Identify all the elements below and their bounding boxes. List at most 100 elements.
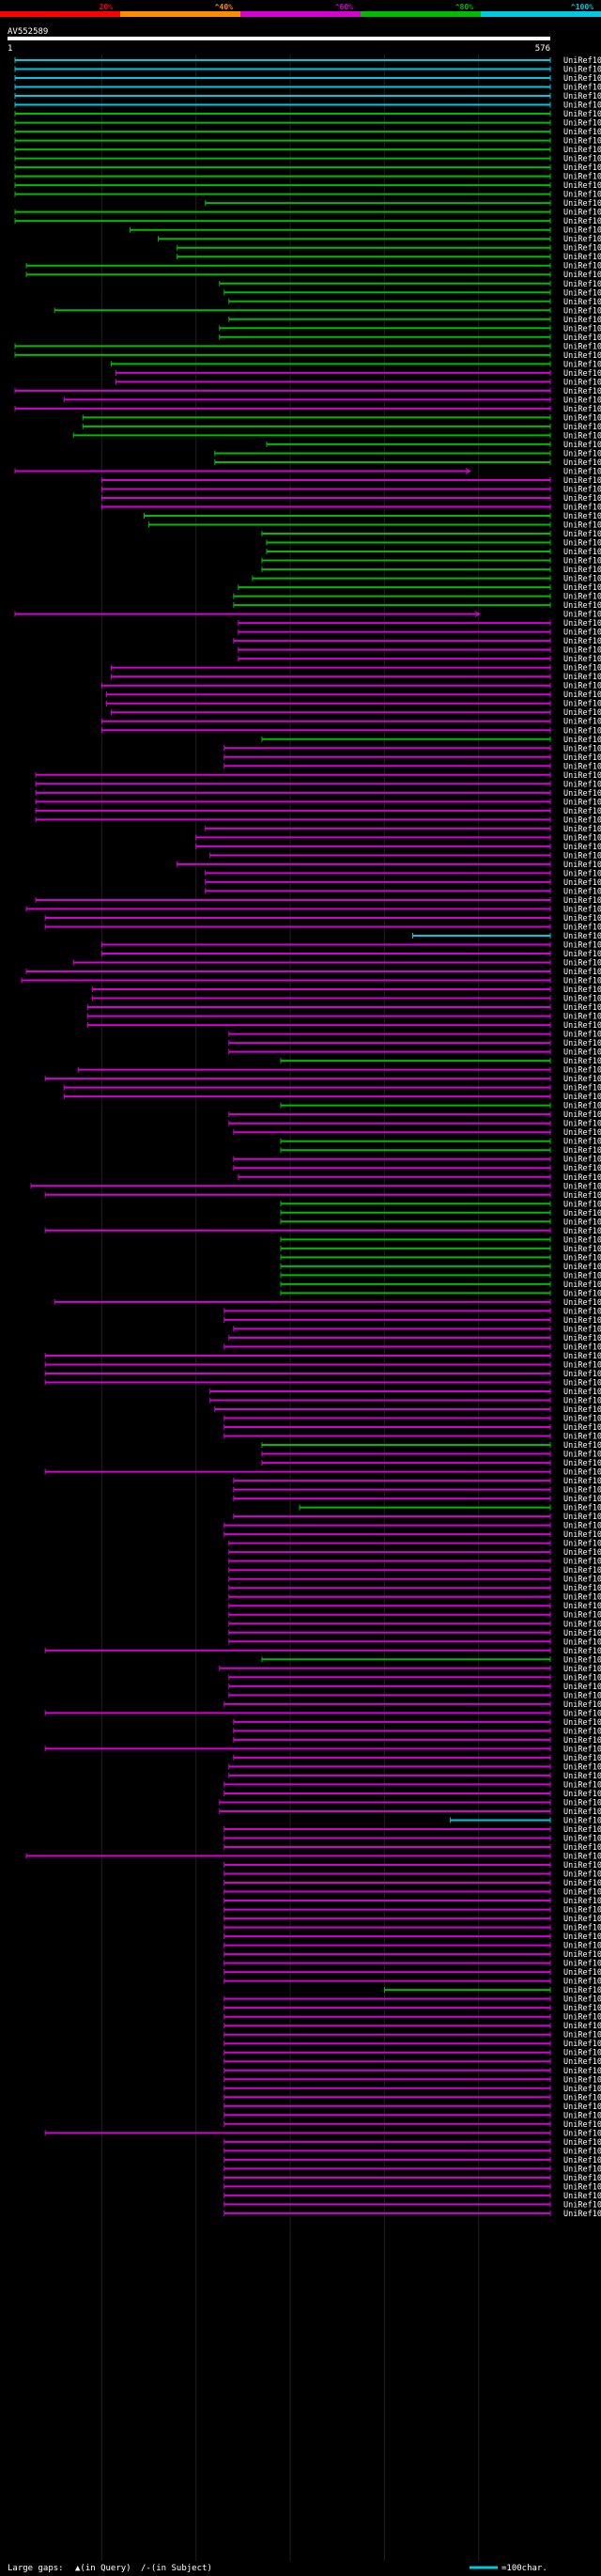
hit-label[interactable]: UniRef100_Q8LF14: [563, 413, 601, 423]
hit-label[interactable]: UniRef100_A1X6G2: [563, 726, 601, 736]
hit-label[interactable]: UniRef100_Q84QU8: [563, 271, 601, 280]
hit-label[interactable]: UniRef100_B8HDH4: [563, 476, 601, 486]
hit-label[interactable]: UniRef100_A5Y3L3: [563, 1191, 601, 1201]
hit-label[interactable]: UniRef100_C5YY95: [563, 1540, 601, 1549]
hit-label[interactable]: UniRef100_A7PSH4: [563, 628, 601, 638]
hit-label[interactable]: UniRef100_C1MXX4: [563, 2138, 601, 2148]
hit-label[interactable]: UniRef100_A9HHX2: [563, 1853, 601, 1862]
hit-label[interactable]: UniRef100_B9I088: [563, 1120, 601, 1129]
hit-label[interactable]: UniRef100_Q4X1L0: [563, 2192, 601, 2201]
hit-label[interactable]: UniRef100_B9HEB9: [563, 1575, 601, 1585]
hit-label[interactable]: UniRef100_A7PM71: [563, 351, 601, 361]
hit-label[interactable]: UniRef100_A5Y3L1: [563, 1709, 601, 1718]
hit-label[interactable]: UniRef100_A1X6X9: [563, 718, 601, 727]
hit-label[interactable]: UniRef100_A4RTU5: [563, 539, 601, 549]
hit-label[interactable]: UniRef100_B9IDB7: [563, 575, 601, 584]
hit-label[interactable]: UniRef100_A9PD12: [563, 119, 601, 129]
hit-label[interactable]: UniRef100_B8HBD8: [563, 1530, 601, 1540]
hit-label[interactable]: UniRef100_Q64909: [563, 923, 601, 932]
hit-label[interactable]: UniRef100_A1X6L2: [563, 887, 601, 896]
hit-label[interactable]: UniRef100_B9SAI9: [563, 664, 601, 674]
hit-label[interactable]: UniRef100_C4JZT1: [563, 1602, 601, 1611]
hit-label[interactable]: UniRef100_UPI000...: [563, 1879, 601, 1888]
hit-label[interactable]: UniRef100_Q8RZN3: [563, 56, 601, 66]
hit-label[interactable]: UniRef100_Q84YZ6: [563, 1655, 601, 1665]
hit-label[interactable]: UniRef100_C5X8X2: [563, 298, 601, 307]
hit-label[interactable]: UniRef100_A5Y3K2: [563, 798, 601, 807]
hit-label[interactable]: UniRef100_UPI000...: [563, 1584, 601, 1593]
hit-label[interactable]: UniRef100_A4X0J2: [563, 1566, 601, 1575]
hit-label[interactable]: UniRef100_C6T6M8: [563, 467, 601, 476]
hit-label[interactable]: UniRef100_B7G197: [563, 1423, 601, 1433]
hit-label[interactable]: UniRef100_UPI000...: [563, 1593, 601, 1603]
hit-label[interactable]: UniRef100_Q8LM24: [563, 1834, 601, 1843]
hit-label[interactable]: UniRef100_Q4Z1B9: [563, 1888, 601, 1898]
hit-label[interactable]: UniRef100_Q9M585: [563, 146, 601, 155]
hit-label[interactable]: UniRef100_B5YLS2: [563, 646, 601, 656]
hit-label[interactable]: UniRef100_A7P0V0: [563, 825, 601, 834]
hit-label[interactable]: UniRef100_P92991: [563, 74, 601, 84]
hit-label[interactable]: UniRef100_Q8LFX1: [563, 700, 601, 709]
hit-label[interactable]: UniRef100_B8BBE6: [563, 1182, 601, 1191]
hit-label[interactable]: UniRef100_P52177: [563, 985, 601, 995]
hit-label[interactable]: UniRef100_B8LE40: [563, 2147, 601, 2156]
hit-label[interactable]: UniRef100_P49133: [563, 843, 601, 852]
hit-label[interactable]: UniRef100_A4UTS3: [563, 191, 601, 200]
hit-label[interactable]: UniRef100_B8D4I2: [563, 1772, 601, 1781]
hit-label[interactable]: UniRef100_A5Y3K7: [563, 789, 601, 799]
hit-label[interactable]: UniRef100_B9I602: [563, 619, 601, 628]
hit-label[interactable]: UniRef100_P49132: [563, 1548, 601, 1558]
hit-label[interactable]: UniRef100_C5XW42: [563, 1298, 601, 1308]
hit-label[interactable]: UniRef100_Q0P317: [563, 324, 601, 334]
hit-label[interactable]: UniRef100_B6T5Y2: [563, 1727, 601, 1736]
hit-label[interactable]: UniRef100_C1MYD4: [563, 1665, 601, 1674]
hit-label[interactable]: UniRef100_Q5VQL3: [563, 485, 601, 494]
hit-label[interactable]: UniRef100_B9FMQ8: [563, 449, 601, 458]
hit-label[interactable]: UniRef100_UPI000...: [563, 342, 601, 351]
hit-label[interactable]: UniRef100_Q7VY15: [563, 851, 601, 861]
hit-label[interactable]: UniRef100_B6TEP5: [563, 316, 601, 325]
hit-label[interactable]: UniRef100_Q8FR26: [563, 708, 601, 718]
hit-label[interactable]: UniRef100_A9CL69: [563, 1495, 601, 1504]
hit-label[interactable]: UniRef100_A5C4N4: [563, 1146, 601, 1156]
hit-label[interactable]: UniRef100_Q9M5B9: [563, 566, 601, 575]
hit-label[interactable]: UniRef100_C6HGL9: [563, 1861, 601, 1870]
hit-label[interactable]: UniRef100_A7P8Z4: [563, 1397, 601, 1406]
hit-label[interactable]: UniRef100_Q0L058: [563, 521, 601, 531]
hit-label[interactable]: UniRef100_A5Y3K9: [563, 1647, 601, 1656]
hit-label[interactable]: UniRef100_A4U7S2: [563, 1057, 601, 1066]
hit-label[interactable]: UniRef100_C0SH24: [563, 2049, 601, 2058]
hit-label[interactable]: UniRef100_C5YJJ1: [563, 1415, 601, 1424]
hit-label[interactable]: UniRef100_B9I7M3: [563, 914, 601, 923]
hit-label[interactable]: UniRef100_Q9M5B6: [563, 1013, 601, 1022]
hit-label[interactable]: UniRef100_B5AVT1: [563, 1325, 601, 1334]
hit-label[interactable]: UniRef100_B6TVN2: [563, 244, 601, 254]
hit-label[interactable]: UniRef100_A9NVQ5: [563, 1280, 601, 1290]
hit-label[interactable]: UniRef100_Q4MZI0: [563, 1960, 601, 1969]
hit-label[interactable]: UniRef100_Q84XB7: [563, 1808, 601, 1817]
hit-label[interactable]: UniRef100_Q2U5W1: [563, 2075, 601, 2085]
hit-label[interactable]: UniRef100_B4FWC0: [563, 1736, 601, 1746]
hit-label[interactable]: UniRef100_C5G520: [563, 2156, 601, 2165]
hit-label[interactable]: UniRef100_UPI000...: [563, 1978, 601, 1987]
hit-label[interactable]: UniRef100_UPI000...: [563, 163, 601, 173]
hit-label[interactable]: UniRef100_A1CZM7: [563, 2165, 601, 2174]
hit-label[interactable]: UniRef100_Q9M5B4: [563, 736, 601, 745]
hit-label[interactable]: UniRef100_B7F7W8: [563, 1825, 601, 1835]
hit-label[interactable]: UniRef100_A5B9L2: [563, 1405, 601, 1415]
hit-label[interactable]: UniRef100_C1EHL3: [563, 1932, 601, 1942]
hit-label[interactable]: UniRef100_UPI000...: [563, 995, 601, 1004]
hit-label[interactable]: UniRef100_Q01ZC3: [563, 1110, 601, 1120]
hit-label[interactable]: UniRef100_Q94LY7: [563, 753, 601, 763]
hit-label[interactable]: UniRef100_A1X6P8: [563, 869, 601, 878]
hit-label[interactable]: UniRef100_C0P6E0: [563, 1870, 601, 1880]
hit-label[interactable]: UniRef100_A5Y3K6: [563, 771, 601, 781]
hit-label[interactable]: UniRef100_P93389: [563, 226, 601, 236]
hit-label[interactable]: UniRef100_C1EK65: [563, 2200, 601, 2210]
hit-label[interactable]: UniRef100_A5Y3K3: [563, 1227, 601, 1236]
hit-label[interactable]: UniRef100_B8B6W4: [563, 1360, 601, 1370]
hit-label[interactable]: UniRef100_Q1S6Z5: [563, 1673, 601, 1683]
hit-label[interactable]: UniRef100_B9RB11: [563, 110, 601, 119]
hit-label[interactable]: UniRef100_Q01CY4: [563, 1441, 601, 1451]
hit-label[interactable]: UniRef100_B9T3U3: [563, 1048, 601, 1058]
